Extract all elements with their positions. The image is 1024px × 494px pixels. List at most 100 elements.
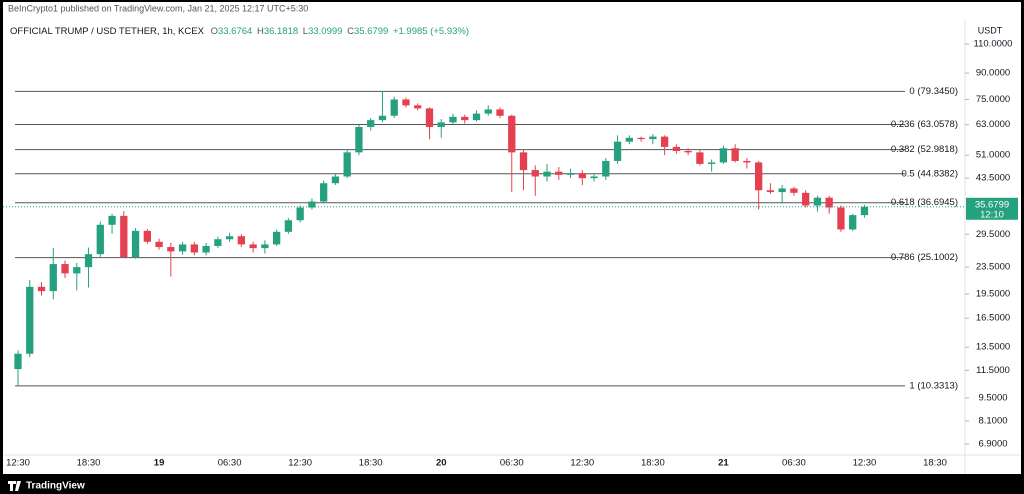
fib-label: 0.618 (36.6945) bbox=[891, 197, 958, 208]
candle-body bbox=[296, 207, 304, 221]
high-value: 36.1818 bbox=[264, 26, 298, 37]
candle-body bbox=[719, 148, 728, 163]
y-tick-label: 8.1000 bbox=[978, 415, 1007, 426]
candle-body bbox=[449, 116, 457, 123]
x-tick-label: 12:30 bbox=[6, 458, 30, 469]
candle-body bbox=[578, 173, 586, 179]
candle-body bbox=[378, 115, 387, 121]
candle-body bbox=[555, 171, 563, 175]
candle-body bbox=[143, 230, 151, 242]
candle-body bbox=[731, 148, 739, 161]
y-tick-label: 110.0000 bbox=[974, 39, 1013, 50]
brand-logo bbox=[8, 481, 21, 491]
candle-body bbox=[602, 160, 610, 177]
candle-body bbox=[190, 244, 198, 253]
candle-body bbox=[61, 264, 69, 274]
candle-body bbox=[790, 188, 798, 193]
candle-body bbox=[272, 231, 281, 245]
chart-background bbox=[3, 2, 1021, 474]
candle-body bbox=[543, 171, 551, 177]
x-tick-label: 06:30 bbox=[218, 458, 242, 469]
candle-body bbox=[837, 207, 845, 230]
fib-label: 0.786 (25.1002) bbox=[891, 252, 958, 263]
x-tick-label: 18:30 bbox=[77, 458, 101, 469]
brand: TradingView bbox=[26, 481, 85, 492]
candle-body bbox=[684, 150, 692, 153]
candle-body bbox=[49, 264, 57, 292]
candle-body bbox=[237, 236, 246, 245]
y-tick-label: 51.0000 bbox=[976, 150, 1010, 161]
fib-label: 0.5 (44.8382) bbox=[901, 168, 958, 179]
x-tick-label: 06:30 bbox=[782, 458, 806, 469]
ohlc-letter: H bbox=[257, 26, 264, 37]
y-tick-label: 29.5000 bbox=[976, 229, 1010, 240]
close-value: 35.6799 bbox=[354, 26, 388, 37]
candle-body bbox=[566, 173, 575, 175]
y-tick-label: 6.9000 bbox=[978, 439, 1007, 450]
candle-body bbox=[813, 197, 822, 206]
candle-body bbox=[590, 176, 598, 179]
candle-body bbox=[331, 176, 340, 184]
x-tick-label: 12:30 bbox=[570, 458, 594, 469]
candle-body bbox=[214, 239, 222, 246]
candle-body bbox=[472, 113, 481, 121]
candle-body bbox=[367, 120, 375, 127]
x-tick-label: 19 bbox=[154, 458, 165, 469]
legend: OFFICIAL TRUMP / USD TETHER, 1h, KCEX O3… bbox=[10, 26, 469, 37]
candle-body bbox=[355, 126, 363, 153]
fib-label: 1 (10.3313) bbox=[909, 380, 958, 391]
low-value: 33.0999 bbox=[308, 26, 342, 37]
candle-body bbox=[343, 152, 351, 177]
candle-body bbox=[649, 136, 657, 140]
candle-body bbox=[613, 141, 622, 161]
candle-body bbox=[519, 152, 528, 171]
x-tick-label: 12:30 bbox=[853, 458, 877, 469]
countdown: 12:10 bbox=[980, 209, 1004, 220]
fib-label: 0 (79.3450) bbox=[909, 86, 958, 97]
candle-body bbox=[496, 109, 504, 116]
y-tick-label: 43.5000 bbox=[976, 173, 1010, 184]
fib-label: 0.382 (52.9818) bbox=[891, 144, 958, 155]
candle-body bbox=[743, 160, 751, 163]
candle-body bbox=[308, 201, 316, 208]
candle-body bbox=[402, 99, 410, 106]
candle-body bbox=[802, 192, 810, 206]
candle-body bbox=[860, 206, 869, 216]
fib-label: 0.236 (63.0578) bbox=[891, 119, 958, 130]
candle-body bbox=[437, 122, 445, 127]
y-tick-label: 19.5000 bbox=[976, 289, 1010, 300]
candle-body bbox=[766, 190, 775, 193]
candle-body bbox=[261, 244, 269, 249]
currency: USDT bbox=[978, 25, 1003, 35]
x-tick-label: 06:30 bbox=[500, 458, 524, 469]
x-tick-label: 21 bbox=[718, 458, 729, 469]
candle-body bbox=[120, 215, 128, 258]
candle-body bbox=[202, 245, 210, 253]
candle-body bbox=[425, 108, 434, 127]
x-tick-label: 12:30 bbox=[288, 458, 312, 469]
candle-body bbox=[14, 353, 22, 370]
y-tick-label: 9.5000 bbox=[978, 392, 1007, 403]
y-tick-label: 75.0000 bbox=[976, 94, 1010, 105]
candle-body bbox=[414, 105, 422, 109]
x-tick-label: 18:30 bbox=[641, 458, 665, 469]
candle-body bbox=[484, 109, 492, 114]
symbol-title: OFFICIAL TRUMP / USD TETHER, 1h, KCEX bbox=[10, 26, 205, 37]
y-tick-label: 23.5000 bbox=[976, 262, 1010, 273]
candle-body bbox=[284, 220, 293, 232]
candle-body bbox=[390, 99, 398, 116]
candle-body bbox=[825, 197, 833, 208]
candle-body bbox=[131, 230, 140, 258]
y-tick-label: 13.5000 bbox=[976, 342, 1010, 353]
candle-body bbox=[96, 224, 104, 255]
x-tick-label: 18:30 bbox=[359, 458, 383, 469]
y-tick-label: 11.5000 bbox=[976, 365, 1010, 376]
y-tick-label: 16.5000 bbox=[976, 313, 1010, 324]
y-tick-label: 63.0000 bbox=[976, 119, 1010, 130]
candle-body bbox=[637, 137, 645, 140]
candle-body bbox=[249, 244, 257, 249]
candle-body bbox=[461, 116, 469, 121]
candle-body bbox=[696, 152, 704, 164]
candle-body bbox=[660, 136, 669, 147]
